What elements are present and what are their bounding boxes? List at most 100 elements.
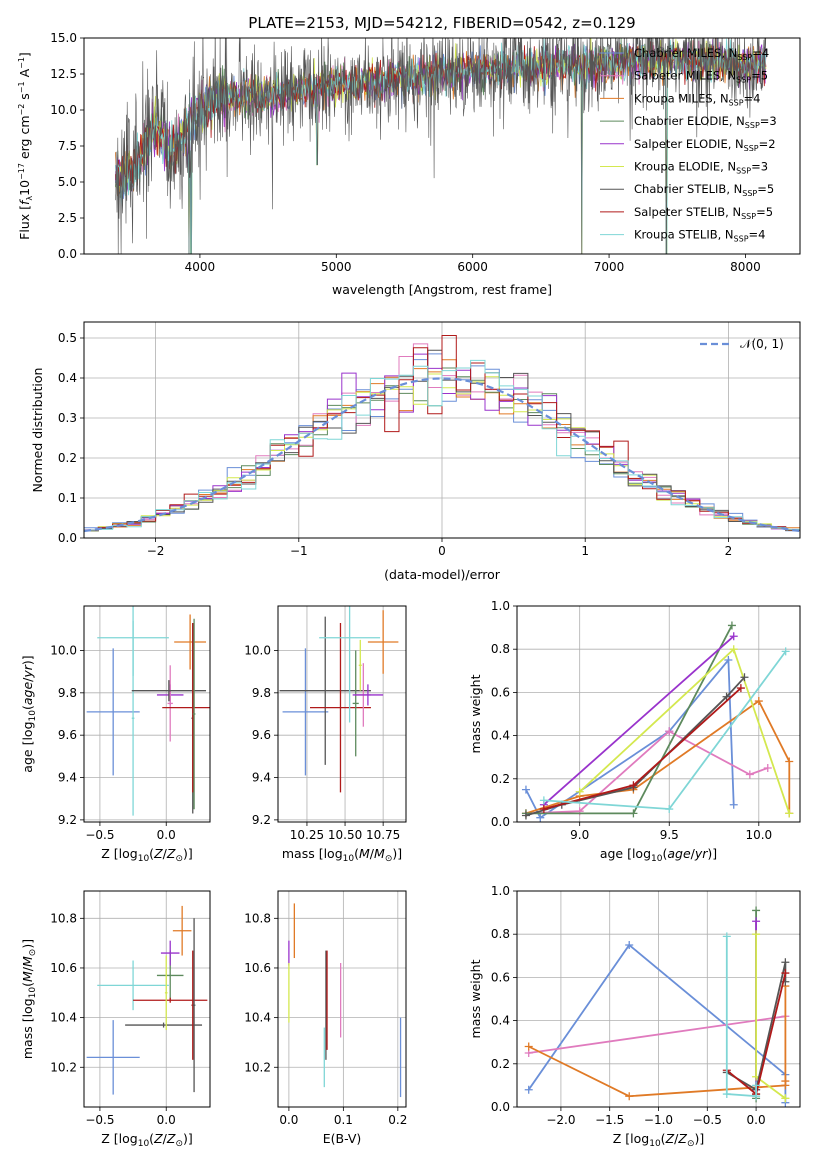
- x-tick-label: 0.1: [334, 1113, 353, 1127]
- x-tick-label: −0.5: [85, 1113, 114, 1127]
- y-tick-label: 0.2: [58, 451, 77, 465]
- axes-spectrum: 4000 5000 6000 7000 8000 0.0 2.5 5.0 7.5 10.0 12.5…: [17, 31, 801, 297]
- axes-age_vs_mass: 10.25 10.50 10.75 9.2 9.4 9.6 9.8 10.0 mass [log…: [244, 605, 407, 864]
- x-axis-label: Z [log10(Z/Z⊙)]: [101, 1131, 193, 1149]
- y-tick-label: 10.2: [50, 1060, 77, 1074]
- axes-residuals: −2 −1 0 1 2 0.0 0.1 0.2 0.3 0.4 0.5 𝒩(0, 1) (data-mo…: [30, 321, 801, 582]
- point-marker: [625, 941, 634, 949]
- axes-frame: [83, 37, 801, 255]
- x-tick-label: 7000: [594, 260, 625, 274]
- spectrum-line: [115, 38, 767, 254]
- axes-frame: [516, 890, 801, 1108]
- x-tick-label: 2: [725, 544, 733, 558]
- y-tick-label: 7.5: [58, 139, 77, 153]
- point-marker: [785, 809, 794, 818]
- point-marker: [629, 809, 638, 818]
- plot-area: [84, 606, 210, 822]
- axes-frame: [83, 605, 211, 823]
- point-marker: [575, 787, 584, 796]
- legend: Chabrier MILES, NSSP=4 Salpeter MILES, NS…: [600, 46, 777, 244]
- x-axis-label: wavelength [Angstrom, rest frame]: [332, 282, 552, 297]
- legend-entry: Chabrier ELODIE, NSSP=3: [634, 114, 777, 130]
- x-tick-label: 10.50: [328, 828, 362, 842]
- point-marker: [539, 796, 548, 805]
- y-tick-label: 10.2: [244, 1060, 271, 1074]
- y-axis-label: mass weight: [468, 959, 483, 1038]
- point-marker: [752, 906, 761, 915]
- y-tick-label: 2.5: [58, 211, 77, 225]
- plot-area: [84, 322, 800, 538]
- x-tick-label: 9.5: [660, 828, 679, 842]
- legend-entry: Chabrier STELIB, NSSP=5: [634, 182, 774, 198]
- y-tick-label: 0.5: [58, 331, 77, 345]
- x-tick-label: 10.75: [366, 828, 400, 842]
- gaussian-curve: [84, 377, 800, 533]
- point-marker: [729, 800, 738, 809]
- histogram-steps: [84, 359, 800, 531]
- y-tick-label: 9.8: [58, 686, 77, 700]
- y-tick-label: 10.4: [50, 1011, 77, 1025]
- x-tick-label: 10.25: [290, 828, 324, 842]
- axes-frame: [83, 890, 211, 1108]
- legend-entry: Salpeter MILES, NSSP=5: [634, 69, 768, 85]
- y-tick-label: 10.0: [50, 643, 77, 657]
- axes-frame: [277, 890, 407, 1108]
- legend-entry: Kroupa MILES, NSSP=4: [634, 91, 760, 107]
- y-tick-label: 12.5: [50, 67, 77, 81]
- y-tick-label: 0.2: [491, 1057, 510, 1071]
- x-axis-label: age [log10(age/yr)]: [600, 846, 717, 864]
- point-marker: [521, 811, 530, 820]
- point-marker: [752, 917, 761, 926]
- x-tick-label: −2: [147, 544, 165, 558]
- point-marker: [524, 1085, 533, 1094]
- y-axis-label: mass weight: [468, 674, 483, 753]
- y-tick-label: 10.6: [50, 961, 77, 975]
- y-tick-label: 9.4: [58, 771, 77, 785]
- x-tick-label: 4000: [185, 260, 216, 274]
- point-marker: [729, 632, 738, 641]
- series-line: [528, 986, 787, 1098]
- y-tick-label: 0.8: [491, 642, 510, 656]
- y-tick-label: 9.8: [252, 686, 271, 700]
- point-marker: [722, 692, 731, 701]
- point-marker: [629, 781, 638, 790]
- y-axis-label: mass [log10(M/M⊙)]: [20, 939, 38, 1059]
- legend-entry: Salpeter ELODIE, NSSP=2: [634, 137, 776, 153]
- axes-weight_vs_age: 9.0 9.5 10.0 0.0 0.2 0.4 0.6 0.8 1.0 age [log10(a…: [468, 599, 801, 864]
- point-marker: [740, 673, 749, 682]
- point-marker: [539, 805, 548, 814]
- point-marker: [763, 764, 772, 772]
- point-marker: [785, 757, 794, 766]
- point-marker: [745, 770, 754, 779]
- y-tick-label: 0.0: [58, 531, 77, 545]
- point-marker: [729, 645, 738, 654]
- y-axis-label: Flux [fλ10−17 erg cm−2 s−1 A−1]: [17, 52, 34, 240]
- point-marker: [781, 647, 790, 656]
- series-line: [527, 943, 787, 1103]
- y-tick-label: 1.0: [491, 599, 510, 613]
- plot-area: [115, 38, 767, 254]
- x-tick-label: −2.0: [546, 1113, 575, 1127]
- y-tick-label: 0.0: [58, 247, 77, 261]
- y-tick-label: 1.0: [491, 884, 510, 898]
- point-marker: [781, 958, 790, 967]
- y-tick-label: 0.1: [58, 491, 77, 505]
- figure-title: PLATE=2153, MJD=54212, FIBERID=0542, z=0…: [248, 14, 635, 32]
- y-tick-label: 9.2: [252, 813, 271, 827]
- x-tick-label: 0.2: [388, 1113, 407, 1127]
- plot-area: [517, 891, 800, 1107]
- plot-area: [278, 891, 406, 1107]
- point-marker: [665, 805, 674, 814]
- point-marker: [665, 727, 674, 736]
- x-tick-label: −0.5: [693, 1113, 722, 1127]
- y-tick-label: 0.6: [491, 685, 510, 699]
- plot-area: [84, 891, 210, 1107]
- point-marker: [752, 1081, 761, 1090]
- axes-frame: [277, 605, 407, 823]
- series-line: [528, 1015, 786, 1054]
- axes-age_vs_Z: −0.5 0.0 9.2 9.4 9.6 9.8 10.0 Z [log10(Z/Z⊙)] ag…: [20, 605, 211, 864]
- y-tick-label: 9.6: [58, 728, 77, 742]
- legend-entry: Kroupa ELODIE, NSSP=3: [634, 160, 768, 176]
- x-tick-label: 0.0: [157, 1113, 176, 1127]
